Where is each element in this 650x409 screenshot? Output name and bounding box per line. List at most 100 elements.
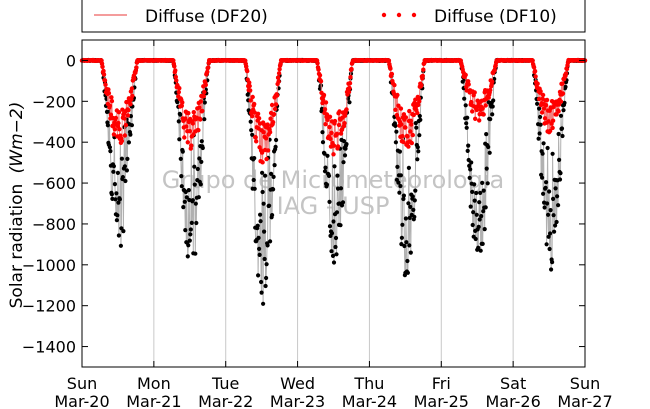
global-point [487,150,492,155]
global-point [325,153,330,158]
df10-point [490,79,495,84]
global-point [469,160,474,165]
global-point [178,156,183,161]
df10-point [269,102,275,108]
df10-point [185,140,190,145]
global-point [193,201,198,206]
global-point [114,218,119,223]
global-point [548,231,553,236]
df10-point [129,86,135,91]
df10-point [248,98,253,103]
global-point [177,137,182,142]
global-point [264,262,269,267]
global-point [188,227,193,232]
global-point [486,144,491,150]
df10-point [544,97,550,103]
y-tick-label: −600 [32,174,76,193]
df10-point [400,134,405,139]
global-point [199,139,204,144]
df10-point [106,91,112,96]
x-tick-label-day: Fri [432,374,451,393]
df10-point [122,133,128,138]
df10-point [117,127,122,132]
global-point [398,183,403,189]
df10-point [388,66,393,71]
df10-point [267,130,273,135]
global-point [465,148,470,153]
global-point [399,242,404,247]
global-point [411,207,416,212]
global-point [252,156,257,161]
global-point [413,188,418,193]
global-point [190,198,195,203]
global-point [548,208,553,213]
global-point [260,189,265,195]
global-point [120,175,125,180]
df10-point [190,121,195,126]
df10-point [327,114,333,120]
global-point [470,189,475,194]
global-point [546,234,551,239]
global-point [195,166,200,172]
df10-point [191,110,196,115]
df10-point [276,79,281,84]
global-point [405,258,410,264]
global-point [482,227,487,232]
df10-point [197,105,202,110]
global-point [408,250,413,255]
global-point [343,146,348,151]
global-point [112,182,117,187]
df10-point [271,112,277,117]
global-point [466,143,471,148]
global-point [128,132,133,137]
df10-point [531,65,537,70]
df10-point [318,79,324,84]
global-point [476,245,481,250]
global-point [270,213,275,218]
df10-point [564,66,570,72]
global-point [108,149,113,154]
global-point [464,121,469,126]
global-point [463,103,468,108]
df10-point [183,116,188,121]
global-point [541,141,546,146]
global-point [189,220,194,225]
global-point [393,140,398,145]
global-point [413,121,418,126]
global-point [340,200,346,205]
y-axis-label-unit: (Wm−2) [7,102,27,174]
df10-point [393,107,398,113]
df10-point [201,93,206,99]
df10-point [268,116,273,121]
global-point [334,252,339,257]
global-point [479,214,484,219]
df10-point [533,74,538,79]
y-tick-label: 0 [66,51,76,70]
df10-point [317,73,323,78]
df10-point [245,68,250,74]
global-point [416,149,421,154]
global-point [408,204,413,209]
df10-point [112,127,118,132]
global-point [555,194,560,199]
global-point [485,181,490,186]
legend-label-df20: Diffuse (DF20) [145,7,268,27]
df10-point [416,102,421,108]
global-point [544,242,549,247]
global-point [262,256,267,262]
df10-point [101,72,107,77]
global-point [258,219,263,224]
df10-point [560,91,566,96]
df10-point [550,118,556,123]
df10-point [205,69,210,75]
global-point [180,149,185,154]
global-point [559,126,565,131]
df10-point [411,112,416,118]
df10-point [184,124,189,129]
df10-point [270,120,276,125]
global-point [474,190,479,196]
df10-point [419,82,424,88]
global-point [258,212,263,217]
df10-point [320,97,326,102]
df10-point [335,144,341,149]
